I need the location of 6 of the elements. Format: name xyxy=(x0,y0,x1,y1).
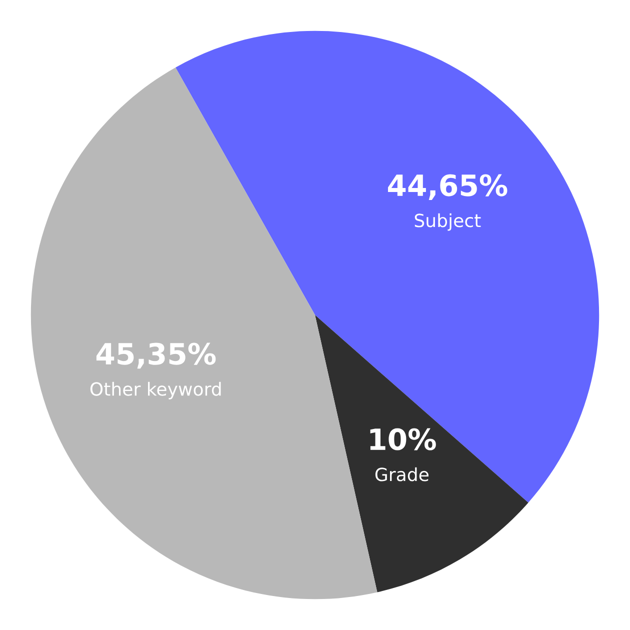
slice-label: Grade xyxy=(375,467,428,482)
slice-label: Subject xyxy=(414,213,481,231)
slice-label: Other keyword xyxy=(90,382,221,400)
data-label: 10% xyxy=(370,428,436,450)
data-label: 44,65% xyxy=(388,174,508,200)
data-label: 45,35% xyxy=(96,342,216,369)
